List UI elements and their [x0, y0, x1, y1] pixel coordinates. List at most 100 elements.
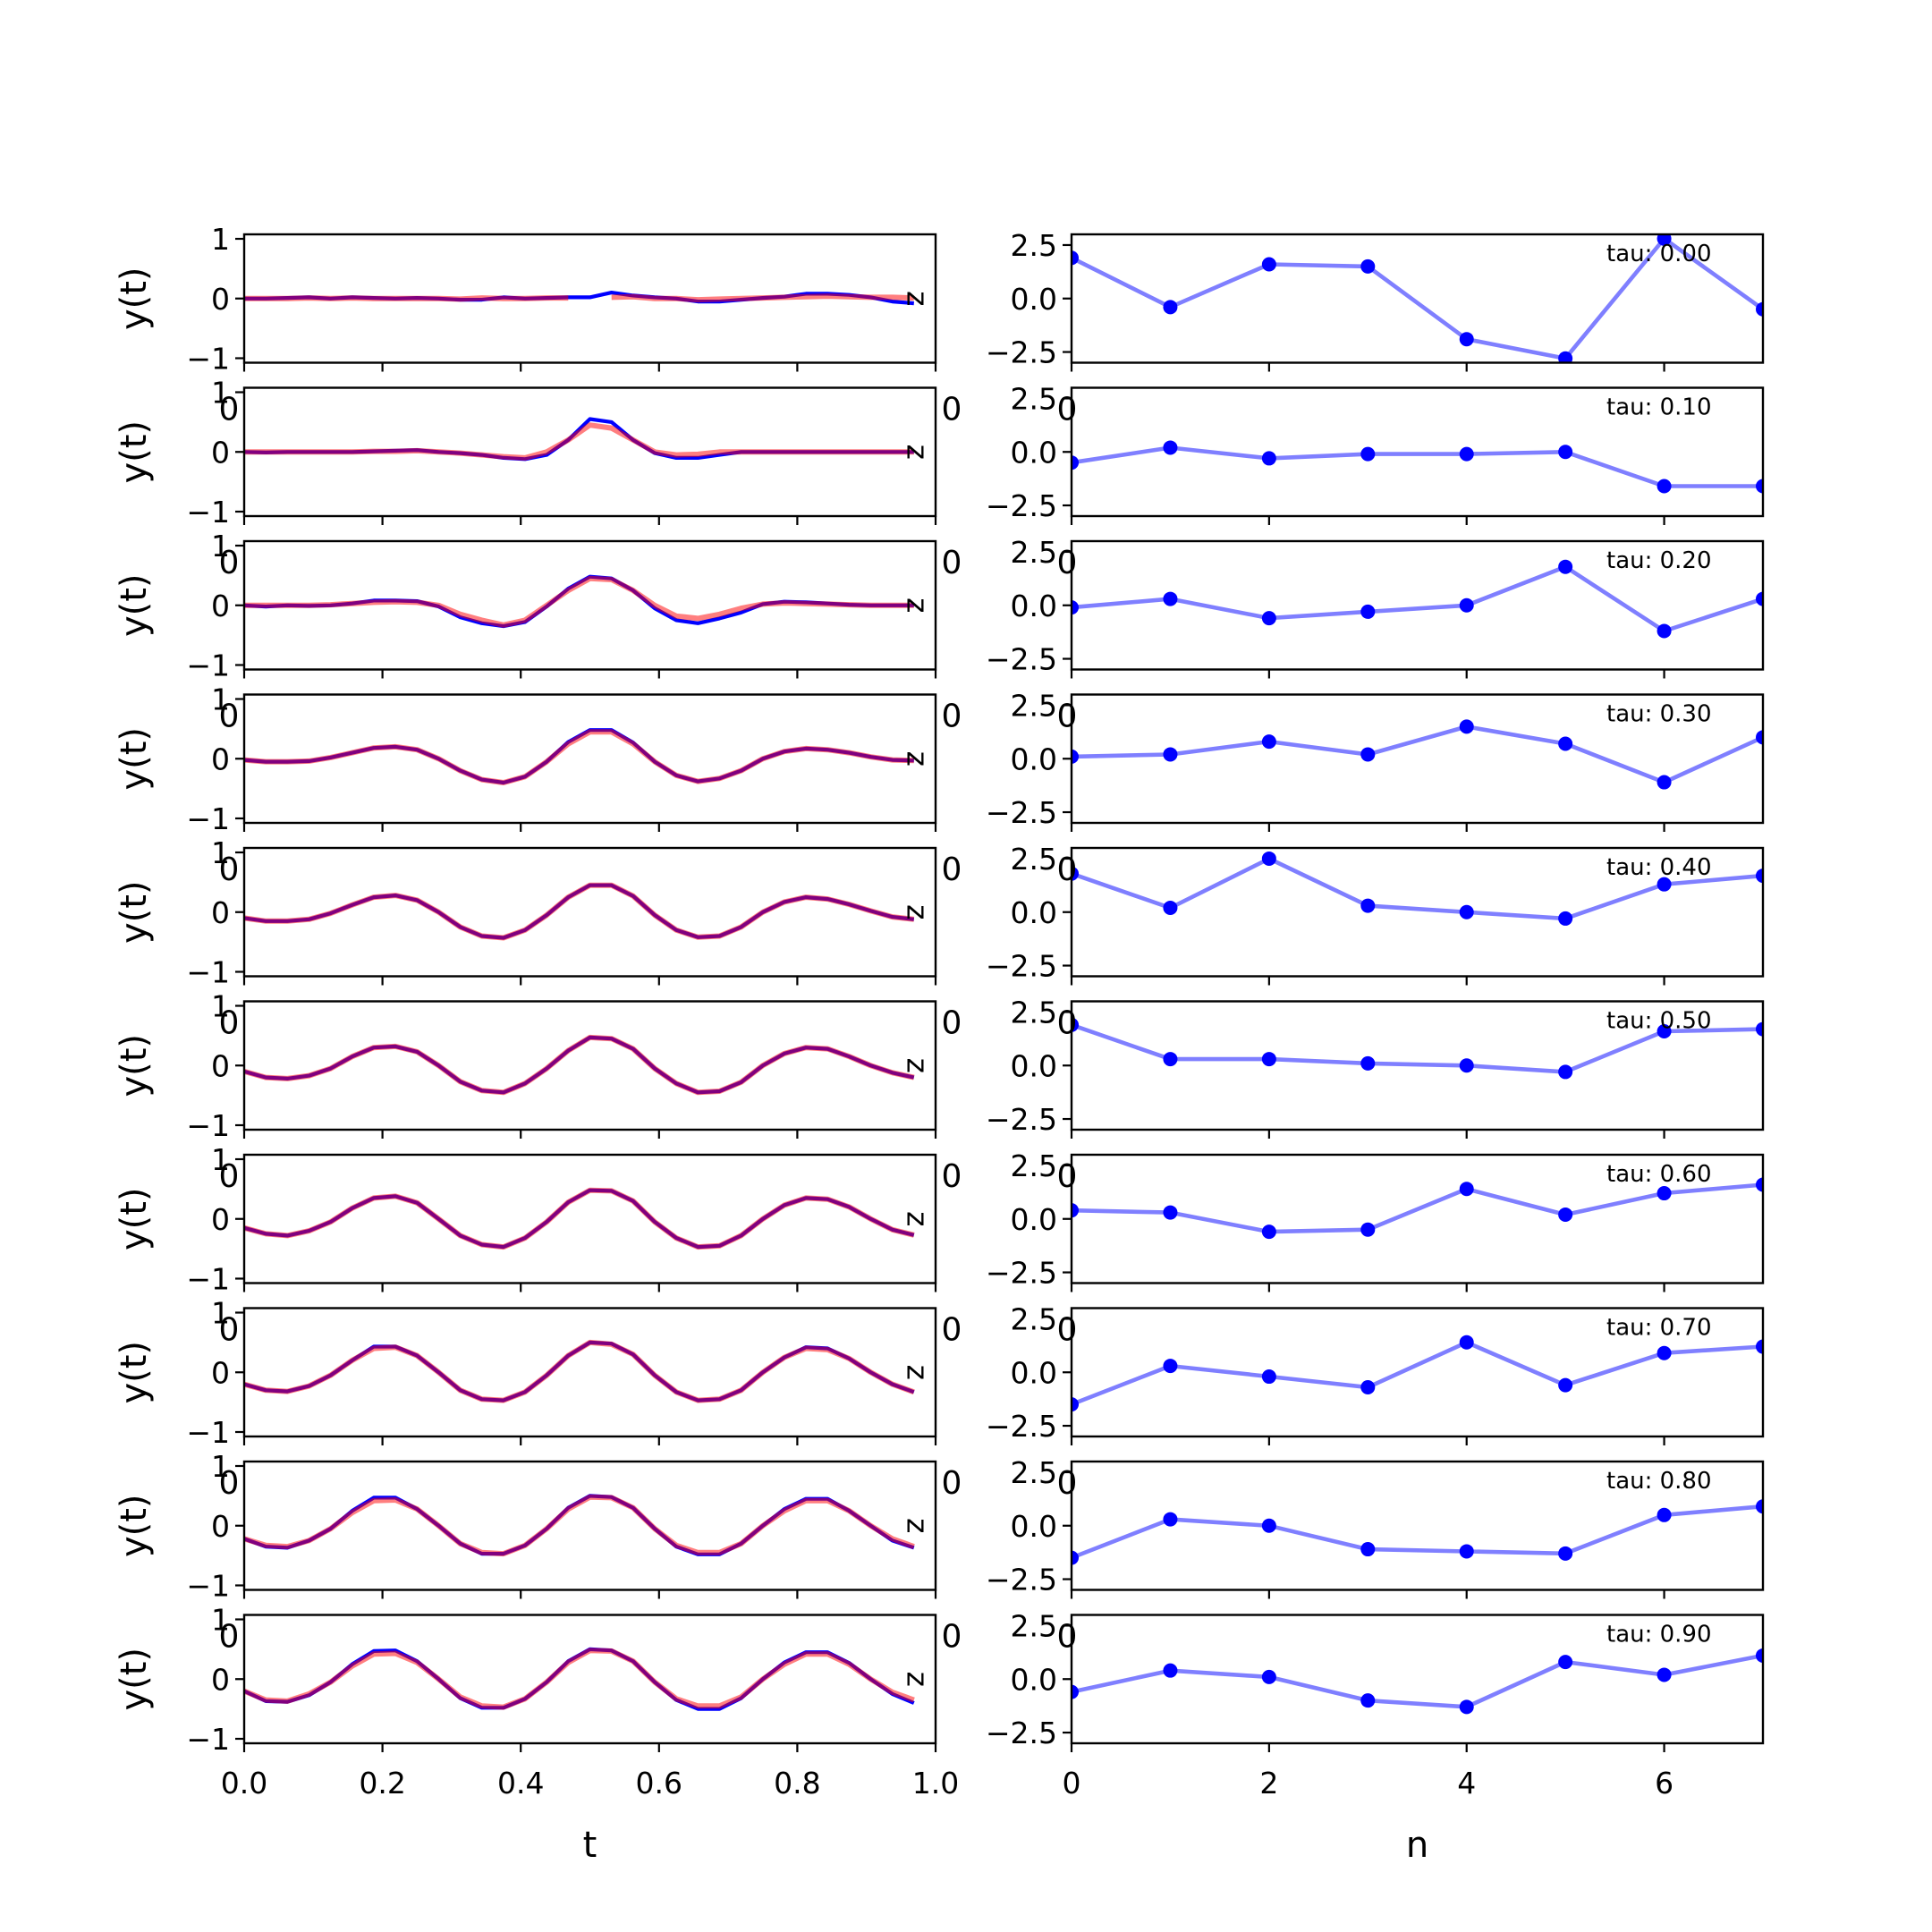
right-data-point-8-6 — [1657, 1507, 1672, 1522]
right-data-point-9-1 — [1163, 1663, 1178, 1678]
right-data-point-5-6 — [1657, 1023, 1672, 1038]
left-ytick-label-6-2: 1 — [211, 1142, 230, 1177]
right-series-line-0 — [1071, 236, 1764, 360]
left-ytick-label-4-1: 0 — [211, 895, 230, 930]
right-data-point-7-1 — [1163, 1359, 1178, 1374]
right-data-point-2-7 — [1756, 591, 1764, 606]
right-ytick-label-8-2: −2.5 — [986, 1563, 1057, 1597]
right-ytick-label-6-1: 0.0 — [1011, 1202, 1057, 1237]
left-ytick-label-1-0: −1 — [186, 495, 230, 530]
left-ylabel-8: y(t) — [114, 1494, 155, 1557]
right-ytick-label-5-0: 2.5 — [1011, 995, 1057, 1030]
right-ghost-tick-2: 0 — [1057, 545, 1078, 581]
right-data-point-3-0 — [1071, 749, 1079, 764]
left-ytick-label-2-0: −1 — [186, 648, 230, 683]
right-series-group-0 — [1071, 233, 1764, 364]
left-ytick-label-5-2: 1 — [211, 989, 230, 1024]
right-data-point-7-2 — [1261, 1369, 1276, 1385]
right-ghost-tick-8: 0 — [1057, 1465, 1078, 1502]
right-data-point-1-7 — [1756, 479, 1764, 494]
right-series-group-5 — [1071, 1017, 1764, 1080]
right-tau-label-5: tau: 0.50 — [1606, 1008, 1712, 1035]
middle-ghost-tick-2: 0 — [942, 545, 962, 581]
left-ylabel-9: y(t) — [114, 1648, 155, 1711]
right-series-group-3 — [1071, 719, 1764, 790]
right-data-point-7-6 — [1657, 1345, 1672, 1360]
right-data-point-3-5 — [1558, 736, 1573, 751]
right-tau-label-9: tau: 0.90 — [1606, 1622, 1712, 1648]
left-ytick-label-2-1: 0 — [211, 589, 230, 623]
right-data-point-9-7 — [1756, 1648, 1764, 1663]
middle-ghost-tick-3: 0 — [942, 699, 962, 735]
right-data-point-5-4 — [1459, 1058, 1474, 1073]
right-data-point-3-1 — [1163, 747, 1178, 762]
left-ytick-label-9-0: −1 — [186, 1722, 230, 1757]
left-edge-label-5: z — [901, 1058, 936, 1073]
right-data-point-8-3 — [1360, 1542, 1376, 1557]
right-data-point-5-2 — [1261, 1052, 1276, 1067]
right-ytick-label-3-2: −2.5 — [986, 795, 1057, 830]
right-xtick-label-3: 6 — [1655, 1766, 1674, 1801]
left-ghost-tick-4: 0 — [219, 852, 240, 888]
left-xtick-label-0: 0.0 — [221, 1766, 267, 1801]
left-xtick-label-2: 0.4 — [497, 1766, 544, 1801]
right-data-point-9-4 — [1459, 1699, 1474, 1715]
left-ytick-label-6-0: −1 — [186, 1262, 230, 1297]
right-data-point-2-4 — [1459, 597, 1474, 613]
left-ytick-label-2-2: 1 — [211, 529, 230, 564]
left-red-series-line-2 — [244, 575, 914, 628]
left-ylabel-3: y(t) — [114, 727, 155, 791]
left-xtick-label-1: 0.2 — [359, 1766, 405, 1801]
right-series-line-4 — [1071, 856, 1764, 921]
right-tau-label-3: tau: 0.30 — [1606, 701, 1712, 728]
right-series-line-1 — [1071, 445, 1763, 488]
right-data-point-6-7 — [1756, 1177, 1764, 1192]
left-red-series-line-7 — [243, 1339, 915, 1403]
left-ghost-tick-1: 0 — [219, 392, 240, 428]
right-ytick-label-4-2: −2.5 — [986, 949, 1057, 984]
right-data-point-1-4 — [1459, 446, 1474, 462]
right-ghost-tick-7: 0 — [1057, 1312, 1078, 1349]
right-data-point-3-4 — [1459, 719, 1474, 734]
right-data-point-0-6 — [1657, 233, 1672, 246]
left-ytick-label-9-2: 1 — [211, 1603, 230, 1638]
right-data-point-6-6 — [1657, 1186, 1672, 1201]
right-data-point-4-4 — [1459, 904, 1474, 919]
right-data-point-6-0 — [1071, 1203, 1079, 1218]
right-data-point-3-6 — [1657, 775, 1672, 790]
right-series-line-2 — [1071, 564, 1764, 633]
right-data-point-0-0 — [1071, 250, 1079, 266]
right-data-point-2-5 — [1558, 559, 1573, 574]
left-ylabel-7: y(t) — [114, 1341, 155, 1404]
right-xtick-label-0: 0 — [1063, 1766, 1081, 1801]
right-data-point-9-0 — [1071, 1684, 1079, 1699]
right-ytick-label-4-1: 0.0 — [1011, 895, 1057, 930]
right-data-point-4-0 — [1071, 866, 1079, 881]
right-data-point-0-4 — [1459, 332, 1474, 347]
left-xlabel: t — [583, 1825, 597, 1866]
right-data-point-8-0 — [1071, 1550, 1079, 1565]
left-ylabel-6: y(t) — [114, 1187, 155, 1250]
right-series-group-9 — [1071, 1648, 1764, 1715]
right-data-point-0-2 — [1261, 257, 1276, 272]
right-data-point-1-2 — [1261, 451, 1276, 466]
right-data-point-6-3 — [1360, 1222, 1376, 1237]
left-xtick-label-5: 1.0 — [912, 1766, 959, 1801]
left-ytick-label-8-1: 0 — [211, 1509, 230, 1544]
right-data-point-5-7 — [1756, 1021, 1764, 1037]
right-series-line-3 — [1071, 724, 1764, 784]
left-ytick-label-1-2: 1 — [211, 376, 230, 411]
right-xtick-label-1: 2 — [1259, 1766, 1278, 1801]
right-ytick-label-0-2: −2.5 — [986, 335, 1057, 370]
left-xtick-label-3: 0.6 — [636, 1766, 682, 1801]
right-ytick-label-9-1: 0.0 — [1011, 1662, 1057, 1697]
right-data-point-8-4 — [1459, 1544, 1474, 1559]
right-ytick-label-1-0: 2.5 — [1011, 381, 1057, 416]
right-ytick-label-2-1: 0.0 — [1011, 589, 1057, 623]
right-ytick-label-9-2: −2.5 — [986, 1716, 1057, 1750]
middle-ghost-tick-9: 0 — [942, 1619, 962, 1656]
right-data-point-1-6 — [1657, 479, 1672, 494]
left-ytick-label-4-2: 1 — [211, 835, 230, 870]
left-edge-label-9: z — [901, 1672, 936, 1687]
